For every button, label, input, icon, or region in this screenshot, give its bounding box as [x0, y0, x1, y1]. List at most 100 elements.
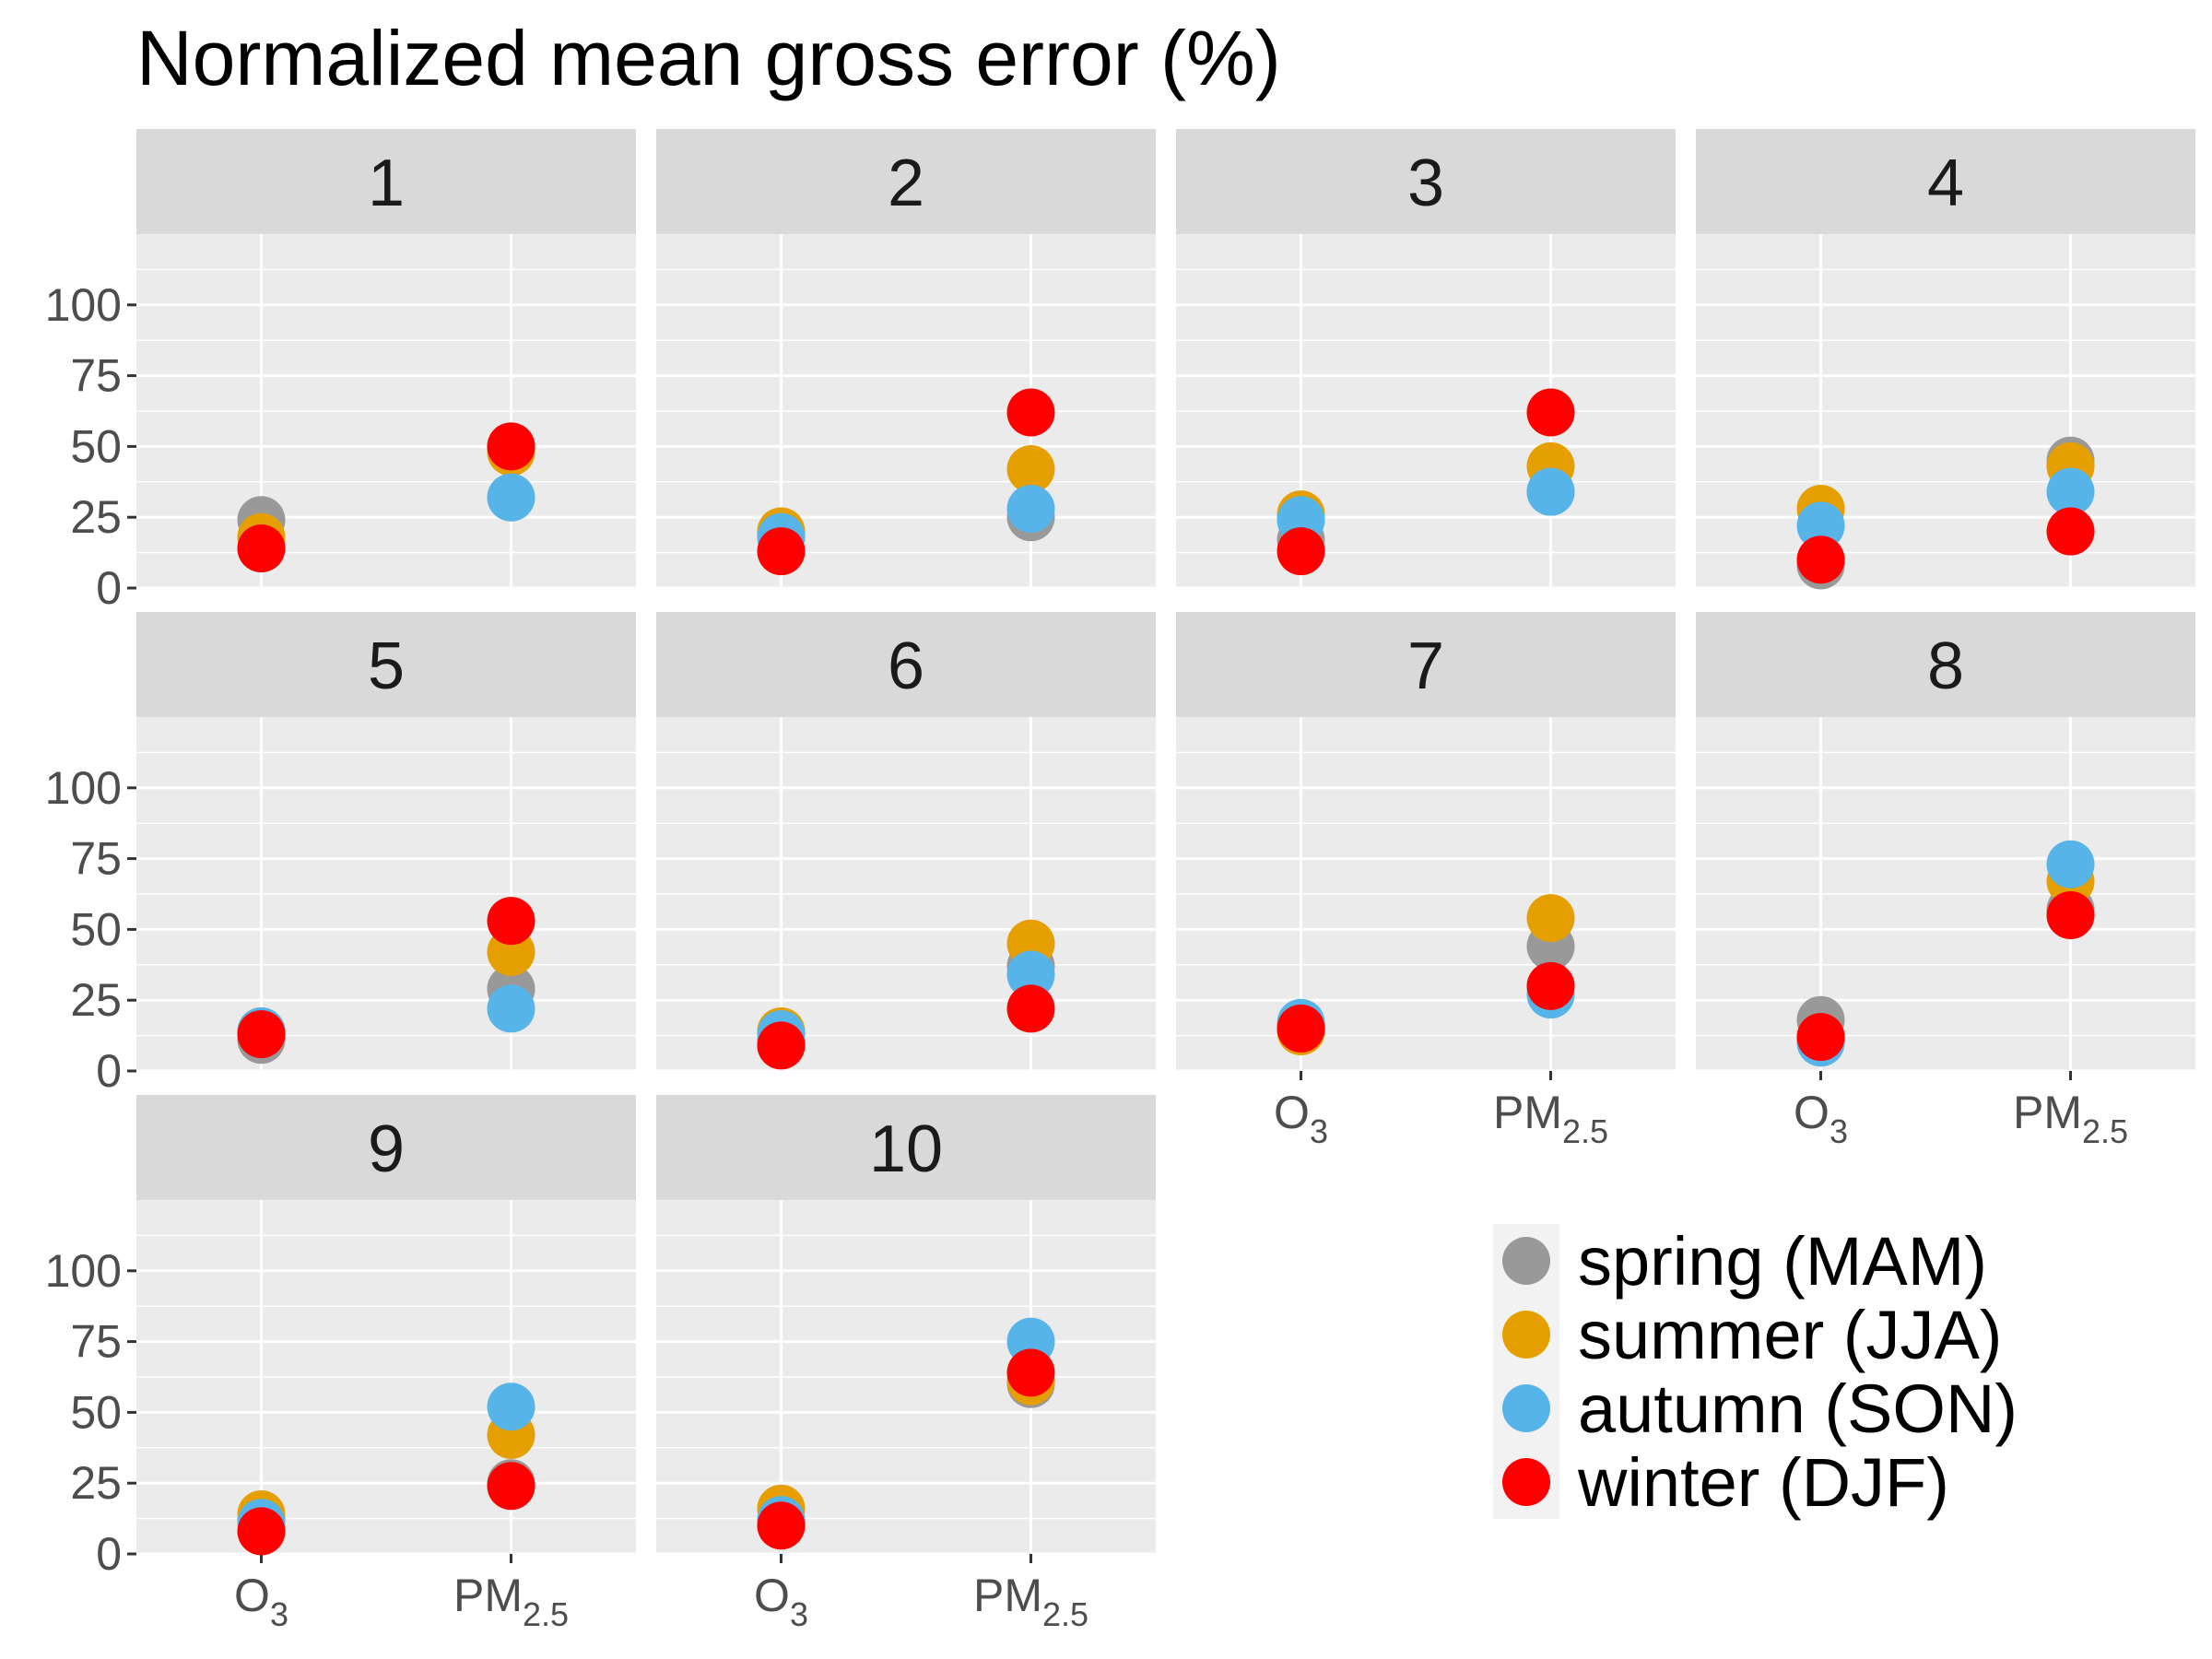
y-tick-label: 50 — [70, 903, 122, 955]
facet-strip-label: 2 — [888, 147, 924, 220]
chart-title: Normalized mean gross error (%) — [136, 15, 1281, 101]
x-tick-label: O3 — [754, 1570, 808, 1633]
y-tick-label: 100 — [45, 279, 122, 331]
point-autumn-PM25-panel-1 — [487, 473, 535, 522]
legend-key — [1502, 1458, 1550, 1506]
point-autumn-O3-panel-4 — [1796, 501, 1845, 550]
point-winter-PM25-panel-4 — [2046, 507, 2095, 556]
facet-strip-label: 8 — [1927, 629, 1964, 703]
facet-panel-2: 2 — [656, 129, 1156, 590]
point-autumn-PM25-panel-5 — [487, 984, 535, 1033]
facet-strip-label: 6 — [888, 629, 924, 703]
x-tick-label: PM2.5 — [973, 1570, 1088, 1633]
x-tick-label: PM2.5 — [1493, 1087, 1608, 1150]
point-winter-O3-panel-1 — [237, 524, 286, 572]
point-winter-O3-panel-10 — [757, 1501, 806, 1550]
facet-strip — [1696, 129, 2195, 234]
point-winter-PM25-panel-3 — [1526, 388, 1575, 437]
legend-key — [1502, 1384, 1550, 1432]
legend-item: winter (DJF) — [1502, 1444, 1949, 1521]
facet-strip-label: 9 — [368, 1112, 405, 1186]
facet-strip — [1176, 129, 1676, 234]
facet-strip — [1696, 612, 2195, 717]
point-winter-O3-panel-5 — [237, 1010, 286, 1059]
y-tick-label: 25 — [70, 491, 122, 543]
point-autumn-PM25-panel-4 — [2046, 467, 2095, 516]
point-autumn-PM25-panel-6 — [1006, 950, 1055, 999]
legend-label: autumn (SON) — [1578, 1371, 2018, 1447]
point-autumn-PM25-panel-9 — [487, 1382, 535, 1431]
facet-strip — [136, 612, 636, 717]
x-tick-label: O3 — [1274, 1087, 1328, 1150]
facet-panel-1: 1 0 25 50 75 100 — [45, 129, 636, 614]
facet-strip — [656, 129, 1156, 234]
x-tick-label: O3 — [1794, 1087, 1848, 1150]
point-winter-PM25-panel-2 — [1006, 388, 1055, 437]
legend-item: spring (MAM) — [1502, 1223, 1987, 1300]
facet-strip — [136, 129, 636, 234]
x-tick-label: O3 — [234, 1570, 288, 1633]
x-tick-label: PM2.5 — [2013, 1087, 2128, 1150]
y-tick-label: 100 — [45, 762, 122, 814]
facet-strip-label: 7 — [1407, 629, 1444, 703]
y-tick-label: 0 — [96, 1528, 122, 1580]
facet-panel-6: 6 — [656, 612, 1156, 1073]
legend-key — [1502, 1237, 1550, 1285]
y-tick-label: 25 — [70, 974, 122, 1026]
legend-item: summer (JJA) — [1502, 1297, 2002, 1373]
facet-strip-label: 10 — [869, 1112, 943, 1186]
facet-strip-label: 3 — [1407, 147, 1444, 220]
facet-panel-7: 7 O3 PM2.5 — [1176, 612, 1676, 1150]
y-tick-label: 25 — [70, 1457, 122, 1509]
x-tick-label: PM2.5 — [453, 1570, 569, 1633]
y-tick-label: 50 — [70, 420, 122, 472]
legend-label: summer (JJA) — [1578, 1297, 2002, 1373]
point-winter-PM25-panel-6 — [1006, 984, 1055, 1033]
y-tick-label: 0 — [96, 1045, 122, 1097]
facet-panel-8: 8 O3 PM2.5 — [1696, 612, 2195, 1150]
point-winter-PM25-panel-10 — [1006, 1348, 1055, 1397]
point-winter-O3-panel-6 — [757, 1021, 806, 1070]
y-tick-label: 75 — [70, 833, 122, 885]
facet-panel-4: 4 — [1696, 129, 2195, 590]
facet-strip — [136, 1095, 636, 1200]
point-winter-PM25-panel-8 — [2046, 891, 2095, 940]
point-winter-PM25-panel-7 — [1526, 961, 1575, 1010]
y-tick-label: 50 — [70, 1386, 122, 1438]
y-tick-label: 75 — [70, 1316, 122, 1368]
point-winter-PM25-panel-1 — [487, 422, 535, 471]
point-winter-O3-panel-7 — [1277, 1004, 1325, 1053]
legend: spring (MAM)summer (JJA)autumn (SON)wint… — [1493, 1223, 2018, 1521]
point-winter-O3-panel-4 — [1796, 535, 1845, 584]
facet-strip-label: 5 — [368, 629, 405, 703]
y-tick-label: 100 — [45, 1245, 122, 1297]
facet-panel-9: 9 0 25 50 75 100 O3 PM2.5 — [45, 1095, 636, 1633]
facet-strip-label: 4 — [1927, 147, 1964, 220]
legend-key — [1502, 1311, 1550, 1359]
point-autumn-PM25-panel-8 — [2046, 840, 2095, 888]
facet-strip — [656, 1095, 1156, 1200]
facet-strip — [656, 612, 1156, 717]
legend-label: spring (MAM) — [1578, 1223, 1987, 1300]
point-winter-PM25-panel-5 — [487, 897, 535, 946]
point-winter-PM25-panel-9 — [487, 1462, 535, 1511]
point-summer-PM25-panel-7 — [1526, 894, 1575, 943]
point-autumn-PM25-panel-3 — [1526, 467, 1575, 516]
legend-label: winter (DJF) — [1577, 1444, 1949, 1521]
point-winter-O3-panel-3 — [1277, 527, 1325, 576]
point-autumn-PM25-panel-2 — [1006, 484, 1055, 533]
facet-panel-3: 3 — [1176, 129, 1676, 590]
point-winter-O3-panel-9 — [237, 1507, 286, 1556]
facet-strip — [1176, 612, 1676, 717]
point-winter-O3-panel-8 — [1796, 1013, 1845, 1062]
point-winter-O3-panel-2 — [757, 527, 806, 576]
facet-panel-10: 10 O3 PM2.5 — [656, 1095, 1156, 1633]
y-tick-label: 0 — [96, 562, 122, 614]
legend-item: autumn (SON) — [1502, 1371, 2018, 1447]
y-tick-label: 75 — [70, 350, 122, 402]
facet-strip-label: 1 — [368, 147, 405, 220]
point-summer-PM25-panel-2 — [1006, 444, 1055, 493]
